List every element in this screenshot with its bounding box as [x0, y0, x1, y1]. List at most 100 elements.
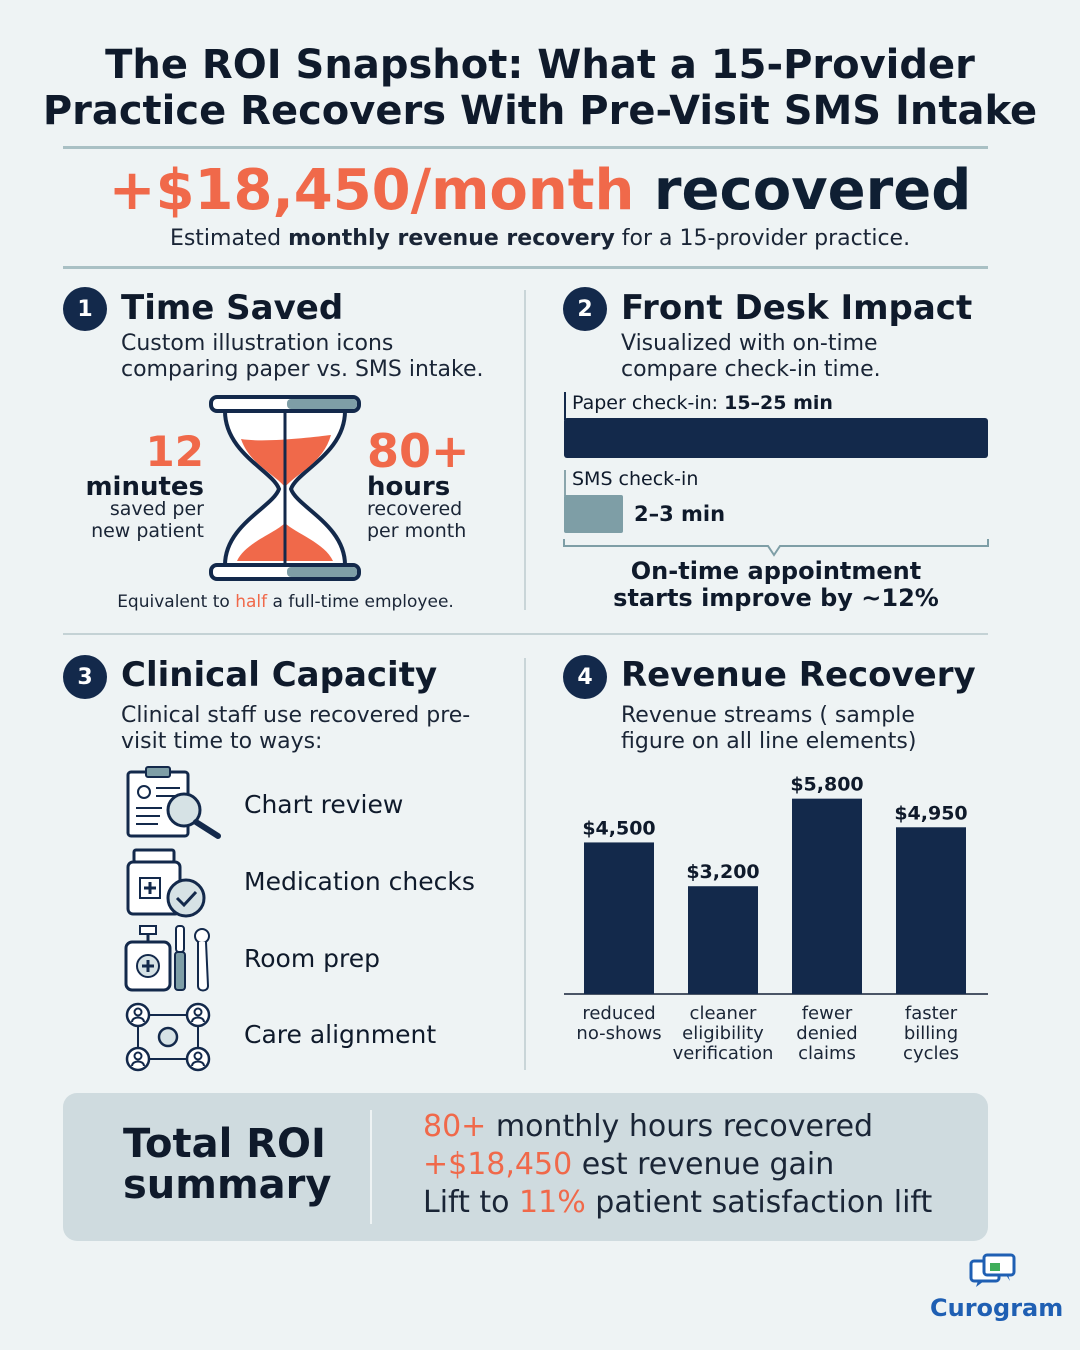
- vertical-divider-upper: [524, 290, 526, 610]
- equiv-pre: Equivalent to: [117, 592, 236, 612]
- section-2-number: 2: [563, 287, 607, 331]
- chat-bubbles-icon: [969, 1253, 1016, 1287]
- hours-caption-2: per month: [367, 520, 467, 542]
- summary-satisfaction-pre: Lift to: [423, 1185, 520, 1220]
- section-1-description: Custom illustration icons comparing pape…: [121, 331, 484, 382]
- capacity-item-care-alignment: Care alignment: [244, 1020, 437, 1049]
- headline-amount: +$18,450/month: [108, 158, 635, 223]
- section-3-number: 3: [63, 655, 107, 699]
- summary-hours-value: 80+: [423, 1109, 487, 1144]
- summary-divider: [370, 1110, 372, 1224]
- divider-top: [63, 146, 988, 149]
- subtext-post: for a 15-provider practice.: [614, 226, 911, 251]
- hours-recovered-caption: recovered per month: [367, 498, 517, 542]
- divider-middle: [63, 633, 988, 635]
- minutes-saved-value: 12: [145, 427, 204, 476]
- summary-hours-text: monthly hours recovered: [486, 1109, 874, 1144]
- bar-1: [688, 886, 758, 994]
- category-label-2-2: claims: [798, 1043, 856, 1064]
- section-4-description: Revenue streams ( sample figure on all l…: [621, 703, 917, 754]
- category-label-3-2: cycles: [903, 1043, 959, 1064]
- category-label-0-1: no-shows: [576, 1023, 661, 1044]
- capacity-item-room-prep: Room prep: [244, 944, 380, 973]
- category-label-1-2: verification: [673, 1043, 774, 1064]
- pill-bottle-check-icon: [126, 848, 206, 918]
- sms-checkin-bar: [564, 495, 623, 533]
- bar-3: [896, 827, 966, 994]
- minutes-saved-caption: saved per new patient: [40, 498, 204, 542]
- category-label-1-0: cleaner: [690, 1003, 757, 1024]
- summary-title-1: Total ROI: [123, 1121, 326, 1167]
- sms-bar-marker: [564, 470, 566, 496]
- section-4-title: Revenue Recovery: [621, 655, 976, 695]
- summary-line-satisfaction: Lift to 11% patient satisfaction lift: [423, 1184, 932, 1222]
- ontime-line-1: On-time appointment: [630, 557, 922, 585]
- brand-logo: Curogram: [930, 1294, 1064, 1322]
- headline-suffix: recovered: [653, 158, 972, 223]
- summary-revenue-value: +$18,450: [423, 1147, 573, 1182]
- section-1-title: Time Saved: [121, 288, 344, 328]
- clipboard-magnifier-icon: [126, 766, 221, 839]
- category-label-2-0: fewer: [802, 1003, 853, 1024]
- category-label-1-1: eligibility: [682, 1023, 764, 1044]
- equiv-highlight: half: [235, 592, 268, 612]
- paper-label-text: Paper check-in:: [572, 392, 725, 414]
- bar-0: [584, 842, 654, 994]
- section-1-number: 1: [63, 287, 107, 331]
- category-label-3-1: billing: [904, 1023, 958, 1044]
- team-network-icon: [125, 1002, 211, 1072]
- subtext-bold: monthly revenue recovery: [288, 226, 615, 251]
- summary-revenue-text: est revenue gain: [572, 1147, 835, 1182]
- subtext-pre: Estimated: [169, 226, 289, 251]
- category-label-3-0: faster: [905, 1003, 958, 1024]
- bracket-icon: [563, 539, 989, 557]
- bar-value-label-2: $5,800: [790, 774, 863, 796]
- section-3-title: Clinical Capacity: [121, 655, 438, 695]
- summary-satisfaction-text: patient satisfaction lift: [585, 1185, 933, 1220]
- title-line-1: The ROI Snapshot: What a 15-Provider: [105, 42, 975, 88]
- paper-label-value: 15–25 min: [724, 392, 833, 414]
- title-line-2: Practice Recovers With Pre-Visit SMS Int…: [42, 88, 1038, 134]
- sms-checkin-value: 2–3 min: [634, 502, 726, 526]
- minutes-saved-unit: minutes: [85, 472, 204, 502]
- minutes-caption-1: saved per: [109, 498, 204, 520]
- headline: +$18,450/month recovered: [40, 152, 1040, 230]
- bar-value-label-0: $4,500: [582, 817, 655, 839]
- summary-card: [63, 1093, 988, 1241]
- summary-satisfaction-value: 11%: [519, 1185, 586, 1220]
- sanitizer-tools-icon: [124, 925, 210, 992]
- divider-headline: [63, 266, 988, 269]
- ontime-improvement: On-time appointment starts improve by ~1…: [566, 558, 986, 612]
- section-3-description: Clinical staff use recovered pre-visit t…: [121, 703, 471, 754]
- summary-title-2: summary: [123, 1162, 332, 1208]
- equiv-post: a full-time employee.: [267, 592, 454, 612]
- capacity-item-chart-review: Chart review: [244, 790, 404, 819]
- minutes-caption-2: new patient: [91, 520, 204, 542]
- section-2-description: Visualized with on-time compare check-in…: [621, 331, 881, 382]
- summary-line-revenue: +$18,450 est revenue gain: [423, 1146, 834, 1184]
- bar-value-label-1: $3,200: [686, 861, 759, 883]
- summary-title: Total ROI summary: [123, 1124, 363, 1206]
- summary-line-hours: 80+ monthly hours recovered: [423, 1108, 873, 1146]
- paper-checkin-label: Paper check-in: 15–25 min: [572, 391, 833, 415]
- hourglass-icon: [209, 395, 361, 581]
- category-label-0-0: reduced: [582, 1003, 655, 1024]
- bar-2: [792, 798, 862, 994]
- section-2-title: Front Desk Impact: [621, 288, 973, 328]
- section-4-number: 4: [563, 655, 607, 699]
- hours-recovered-unit: hours: [367, 472, 451, 502]
- category-label-2-1: denied: [796, 1023, 857, 1044]
- headline-subtext: Estimated monthly revenue recovery for a…: [40, 224, 1040, 254]
- sms-checkin-label: SMS check-in: [572, 468, 699, 490]
- paper-checkin-bar: [564, 418, 988, 458]
- hours-caption-1: recovered: [367, 498, 463, 520]
- vertical-divider-lower: [524, 658, 526, 1070]
- paper-bar-marker: [564, 392, 566, 420]
- hours-recovered-value: 80+: [367, 424, 470, 478]
- ontime-line-2: starts improve by ~12%: [613, 584, 939, 612]
- page-title: The ROI Snapshot: What a 15-Provider Pra…: [40, 42, 1040, 134]
- capacity-item-medication-checks: Medication checks: [244, 867, 475, 896]
- bar-value-label-3: $4,950: [894, 802, 967, 824]
- equivalent-note: Equivalent to half a full-time employee.: [63, 590, 508, 614]
